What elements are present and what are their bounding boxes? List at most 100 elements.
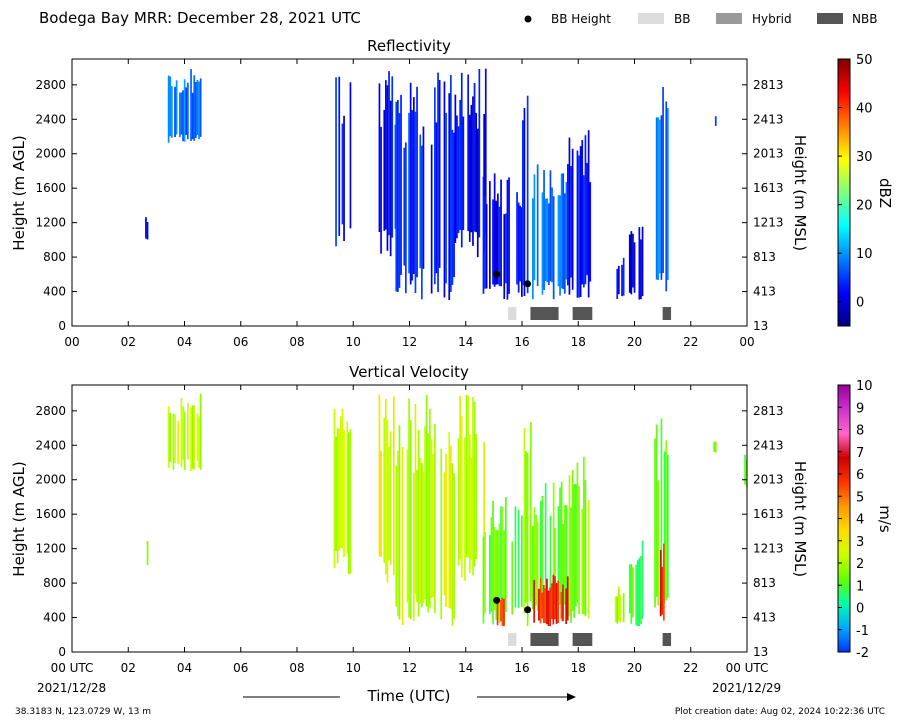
y-tick-label: 2400 [35,438,66,452]
echo-streak [169,76,172,137]
echo-streak [336,428,339,564]
x-tick-label: 06 [233,335,248,349]
velocity-axes: 00 UTC 02 04 06 08 10 12 14 16 18 20 22 00 UTC 0 13 400… [35,385,784,675]
echo-streak [500,506,502,619]
echo-streak [503,598,505,627]
echo-streak [552,196,555,300]
reflectivity-panel: Reflectivity Height (m AGL) Height (m MS… [10,37,809,349]
echo-streak [185,87,188,135]
echo-streak [562,584,564,622]
echo-streak [464,437,466,581]
echo-streak [383,109,386,231]
echo-streak [395,101,398,292]
y-tick-label: 800 [43,576,66,590]
echo-streak [744,454,746,485]
y-tick-label: 2800 [35,404,66,418]
echo-streak [714,441,717,453]
echo-streak [445,112,447,284]
echo-streak [145,217,147,239]
y-tick-label: 1600 [35,507,66,521]
echo-streak [571,469,574,612]
echo-streak [525,451,527,603]
echo-region [146,541,149,565]
y-tick-label-right: 2013 [753,473,784,487]
echo-streak [398,113,401,288]
legend-nbb-swatch [817,13,843,24]
echo-region [454,68,487,258]
echo-streak [341,408,344,549]
echo-region [496,597,505,627]
time-axis-label: Time (UTC) [367,687,451,705]
echo-streak [467,395,469,558]
echo-streak [663,451,666,604]
echo-streak [408,113,410,274]
echo-region [713,441,717,453]
echo-streak [557,195,560,287]
x-tick-label: 10 [346,661,361,675]
echo-streak [659,119,661,274]
echo-streak [191,92,194,140]
echo-streak [459,396,461,560]
echo-streak [618,586,620,622]
header-legend: BB Height BB Hybrid NBB [524,12,877,26]
echo-streak [421,463,423,608]
colorbar-tick-label: 0 [856,296,864,311]
x-tick-label: 10 [346,335,361,349]
echo-streak [633,242,636,293]
x-tick-label: 18 [571,335,586,349]
echo-streak [565,588,567,624]
velocity-title: Vertical Velocity [349,363,469,381]
reflectivity-colorbar-ticks: 0 10 20 30 40 50 [838,53,873,311]
legend-bb-height-marker [524,15,532,23]
echo-streak [343,429,345,557]
colorbar-tick-label: -1 [856,624,869,639]
echo-streak [167,406,170,468]
echo-streak [566,576,569,621]
echo-streak [199,78,202,137]
station-coordinates: 38.3183 N, 123.0729 W, 13 m [15,707,151,717]
echo-streak [425,394,428,607]
echo-streak [492,500,494,625]
echo-streak [190,407,192,471]
echo-region [567,130,592,298]
echo-streak [576,462,579,603]
echo-streak [628,564,631,614]
echo-region [714,116,717,126]
colorbar-tick-label: 5 [856,490,864,505]
echo-streak [472,96,474,246]
colorbar-tick-label: 0 [856,602,864,617]
echo-streak [619,595,622,623]
echo-streak [635,564,637,626]
echo-streak [490,517,493,612]
echo-streak [432,454,435,597]
echo-streak [522,120,524,286]
echo-streak [614,596,617,623]
echo-streak [451,463,454,626]
echo-streak [401,447,404,626]
echo-streak [409,82,412,285]
echo-streak [450,445,452,609]
echo-streak [562,173,565,290]
echo-streak [533,174,536,281]
echo-streak [179,92,181,138]
echo-streak [416,470,418,603]
bb-height-point [493,270,501,278]
echo-region [628,540,644,626]
legend-bb-height-label: BB Height [551,12,611,26]
end-date-label: 2021/12/29 [712,681,781,695]
echo-streak [448,93,451,300]
echo-streak [616,596,619,624]
legend-hybrid-swatch [716,13,742,24]
echo-streak [395,465,398,607]
echo-streak [419,458,422,604]
bb-type-bar [662,633,672,646]
echo-streak [505,213,507,284]
echo-streak [482,176,485,294]
echo-streak [665,101,668,292]
echo-streak [533,507,536,612]
echo-streak [451,129,454,285]
echo-streak [584,135,587,285]
echo-streak [195,82,197,138]
echo-streak [183,79,186,142]
